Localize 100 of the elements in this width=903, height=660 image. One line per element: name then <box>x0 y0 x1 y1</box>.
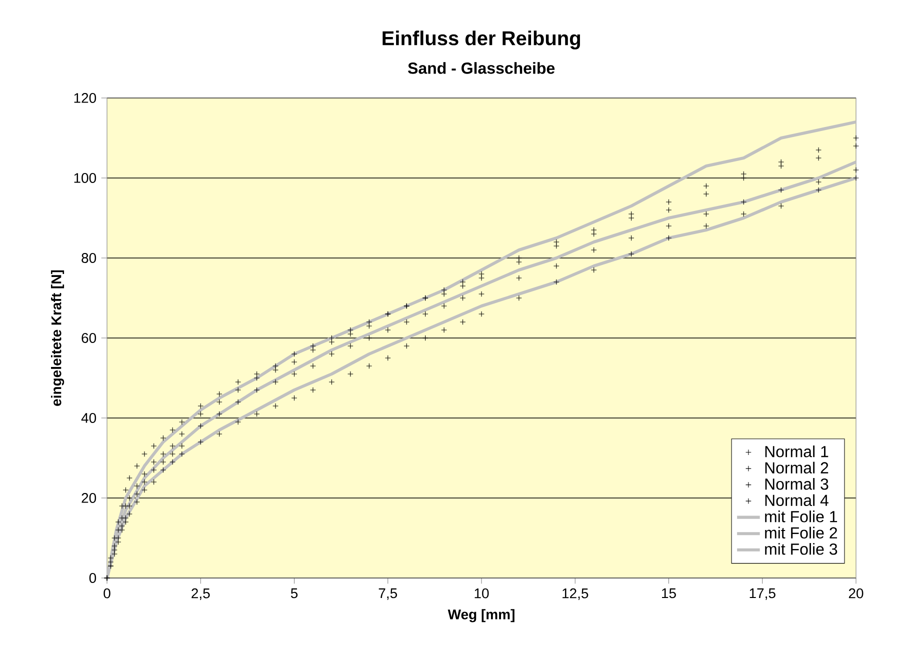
point <box>115 519 122 525</box>
point <box>272 363 278 369</box>
y-tick-label: 60 <box>82 333 96 343</box>
point <box>590 267 597 273</box>
legend-label: Normal 4 <box>765 494 828 506</box>
point <box>740 199 747 205</box>
point <box>198 403 204 409</box>
point <box>150 479 157 485</box>
point <box>216 411 222 417</box>
point <box>384 355 391 361</box>
point <box>235 419 242 425</box>
point <box>178 451 185 457</box>
point <box>366 323 372 329</box>
x-tick-label: 20 <box>848 588 864 598</box>
point <box>460 283 466 289</box>
point <box>422 335 428 341</box>
point <box>666 199 672 205</box>
x-axis-title: Weg [mm] <box>448 609 514 622</box>
point <box>816 147 822 153</box>
point <box>310 347 316 353</box>
point <box>178 419 185 425</box>
point <box>108 559 114 565</box>
point <box>310 387 316 393</box>
point <box>142 451 148 457</box>
point <box>460 295 466 301</box>
point <box>628 251 634 257</box>
point <box>272 379 278 385</box>
point <box>816 155 822 161</box>
point <box>142 487 148 493</box>
point <box>347 331 354 337</box>
point <box>122 519 129 525</box>
point <box>115 539 122 545</box>
point <box>198 423 204 429</box>
point <box>126 511 132 517</box>
legend-label: mit Folie 1 <box>765 510 838 522</box>
point <box>422 311 428 317</box>
point <box>553 239 560 245</box>
point <box>150 443 157 449</box>
y-tick-label: 20 <box>82 493 96 503</box>
point <box>460 279 466 285</box>
point <box>853 175 859 181</box>
point <box>150 467 157 473</box>
point <box>216 399 222 405</box>
point <box>816 187 822 193</box>
point <box>254 411 260 417</box>
point <box>328 339 335 345</box>
point <box>108 555 114 561</box>
point <box>254 371 260 377</box>
point <box>291 359 298 365</box>
point <box>178 431 185 437</box>
point <box>328 379 335 385</box>
point <box>516 295 522 301</box>
point <box>853 135 859 141</box>
point <box>198 411 204 417</box>
legend-label: Normal 3 <box>765 478 828 490</box>
point <box>160 435 166 441</box>
legend-label: Normal 2 <box>765 462 828 474</box>
y-tick-label: 40 <box>81 413 96 423</box>
point <box>235 379 242 385</box>
point <box>291 371 298 377</box>
point <box>235 387 242 393</box>
point <box>160 467 166 473</box>
point <box>310 363 316 369</box>
point <box>134 491 140 497</box>
point <box>272 367 278 373</box>
point <box>291 395 298 401</box>
point <box>441 327 447 333</box>
point <box>126 475 132 481</box>
point <box>703 223 710 229</box>
x-tick-label: 5 <box>290 588 298 598</box>
x-tick-label: 2,5 <box>192 588 210 600</box>
point <box>112 551 118 557</box>
point <box>272 403 278 409</box>
point <box>590 231 597 237</box>
point <box>198 439 204 445</box>
point <box>142 471 148 477</box>
point <box>384 327 391 333</box>
x-tick-label: 15 <box>662 588 676 598</box>
point <box>216 431 222 437</box>
x-tick-label: 12,5 <box>562 588 588 600</box>
point <box>460 319 466 325</box>
point <box>778 163 784 169</box>
point <box>516 275 522 281</box>
point <box>216 391 222 397</box>
point <box>628 211 634 217</box>
point <box>441 287 447 293</box>
point <box>553 279 560 285</box>
point <box>778 187 784 193</box>
point <box>366 319 372 325</box>
point <box>310 343 316 349</box>
point <box>119 527 125 533</box>
chart-subtitle: Sand - Glasscheibe <box>408 62 555 74</box>
point <box>170 427 176 433</box>
point <box>160 451 166 457</box>
point <box>112 535 118 541</box>
point <box>122 515 129 521</box>
legend-label: mit Folie 2 <box>765 526 838 539</box>
point <box>628 235 634 241</box>
x-tick-label: 10 <box>474 588 489 598</box>
point <box>160 459 166 465</box>
